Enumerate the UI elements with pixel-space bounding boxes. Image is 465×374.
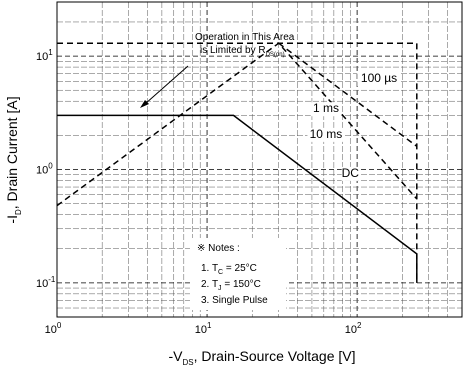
tick-labels: 100 101 102 10-1 100 101 (36, 48, 362, 336)
x-tick-label: 100 (45, 321, 62, 336)
curve-label-1-ms: 1 ms (313, 101, 339, 115)
notes-box: ※ Notes : 1. TC = 25°C 2. TJ = 150°C 3. … (190, 238, 286, 310)
curve-label-bg-100-s (357, 72, 401, 87)
note-3: 3. Single Pulse (201, 295, 268, 306)
curve-labels: DC 10 ms 1 ms 100 µs (307, 71, 401, 181)
x-tick-label: 102 (345, 321, 362, 336)
curve-label-bg-10-ms (307, 127, 345, 142)
note-1: 1. TC = 25°C (201, 263, 257, 276)
curve-label-dc: DC (342, 166, 360, 180)
curve-label-bg-1-ms (310, 102, 342, 117)
notes-title: ※ Notes : (197, 243, 240, 254)
plot-frame (56, 1, 463, 318)
x-tick-label: 101 (195, 321, 212, 336)
series-line-1-ms (278, 42, 418, 147)
y-tick-label: 100 (36, 161, 53, 176)
y-tick-label: 101 (36, 48, 53, 63)
curve-label-100-s: 100 µs (361, 71, 397, 85)
annotation-operation-line2: is Limited by RDS(on) (200, 45, 285, 58)
annotation-arrow (140, 65, 189, 108)
curve-label-bg-dc (341, 166, 359, 181)
y-axis-title: -ID, Drain Current [A] (4, 96, 23, 223)
series-group (56, 42, 418, 283)
x-axis-title: -VDS, Drain-Source Voltage [V] (169, 348, 356, 367)
annotation-operation-line1: Operation in This Area (195, 32, 295, 43)
note-2: 2. TJ = 150°C (201, 279, 261, 292)
y-tick-label: 10-1 (36, 275, 56, 290)
curve-label-10-ms: 10 ms (310, 127, 343, 141)
